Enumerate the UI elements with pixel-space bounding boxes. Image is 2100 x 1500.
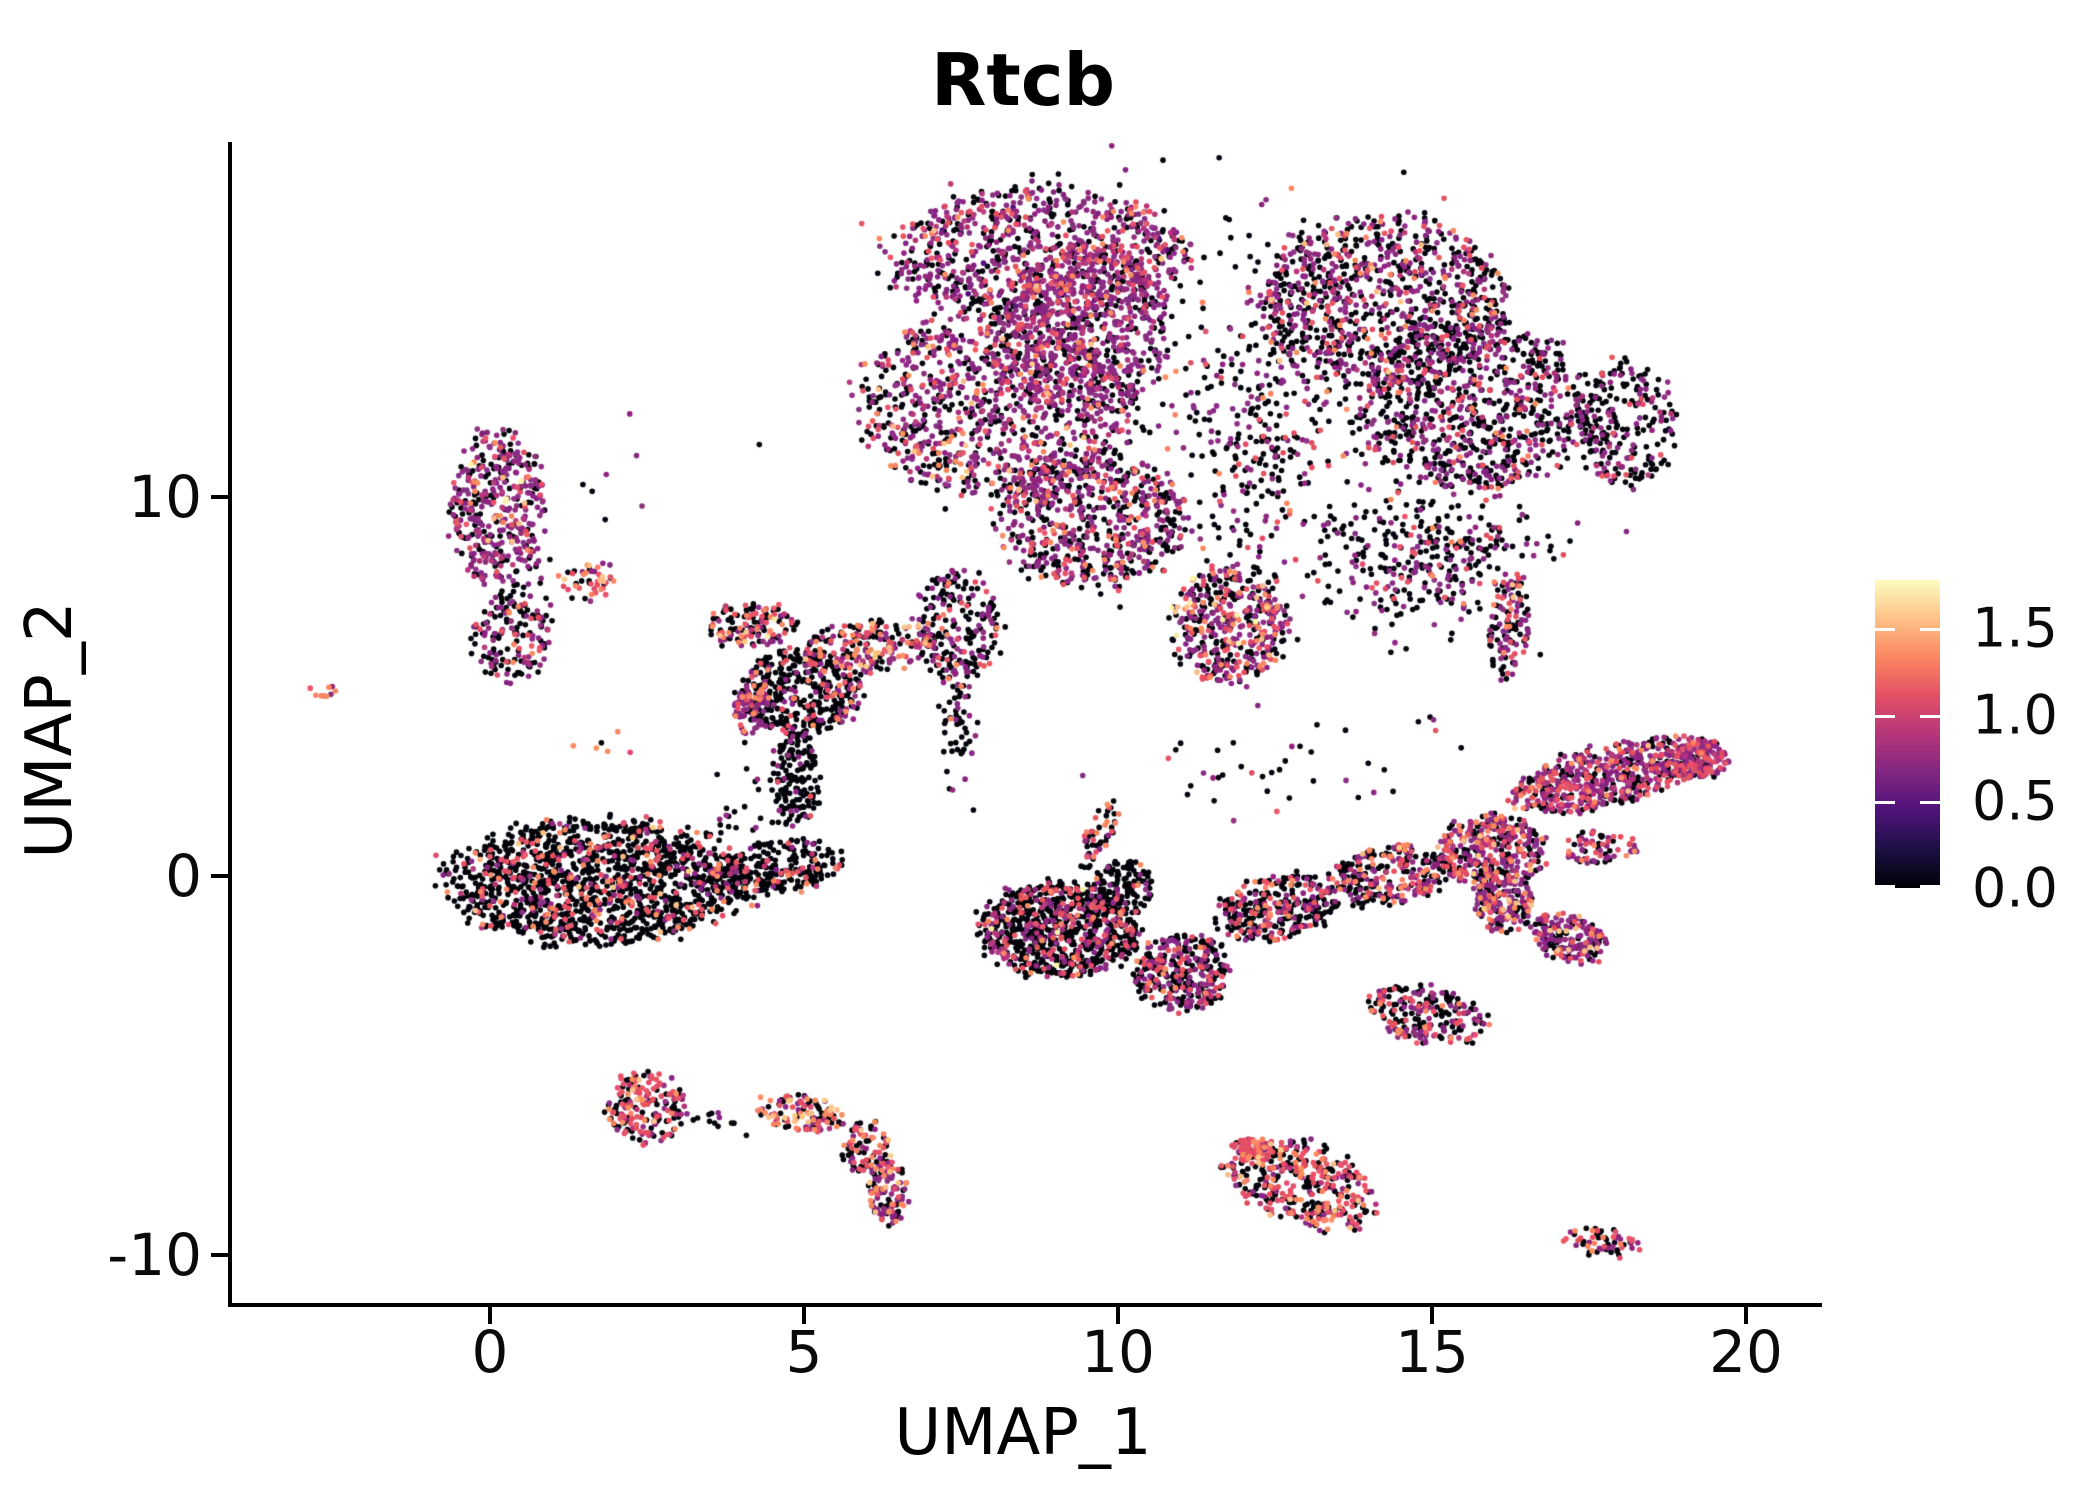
y-tick-label: 10 (128, 463, 202, 531)
y-axis-line (228, 142, 232, 1307)
colorbar-tick-mark (1875, 628, 1895, 631)
x-tick-mark (1744, 1307, 1748, 1324)
colorbar-tick-mark (1920, 885, 1940, 888)
x-tick-mark (1116, 1307, 1120, 1324)
colorbar-tick-mark (1875, 801, 1895, 805)
colorbar-tick-label: 1.5 (1972, 596, 2058, 660)
x-tick-mark (1430, 1307, 1434, 1324)
y-tick-mark (211, 874, 228, 878)
x-tick-label: 5 (785, 1318, 823, 1386)
colorbar-tick-label: 0.5 (1972, 769, 2058, 833)
colorbar-tick-mark (1920, 714, 1940, 718)
colorbar-tick-mark (1875, 714, 1895, 718)
plot-title: Rtcb (930, 38, 1116, 122)
x-tick-mark (488, 1307, 492, 1324)
colorbar-gradient (1875, 580, 1940, 888)
colorbar (1875, 580, 1940, 888)
y-tick-label: 0 (165, 842, 202, 910)
colorbar-tick-label: 0.0 (1972, 856, 2058, 920)
y-tick-mark (211, 495, 228, 499)
colorbar-tick-mark (1875, 885, 1895, 888)
y-tick-label: -10 (107, 1221, 202, 1289)
colorbar-tick-label: 1.0 (1972, 683, 2058, 747)
x-tick-label: 10 (1081, 1318, 1155, 1386)
x-axis-line (228, 1303, 1822, 1307)
colorbar-tick-mark (1920, 628, 1940, 631)
x-tick-label: 15 (1395, 1318, 1469, 1386)
x-tick-label: 0 (471, 1318, 509, 1386)
x-axis-label: UMAP_1 (894, 1396, 1152, 1470)
x-tick-label: 20 (1709, 1318, 1783, 1386)
x-tick-mark (802, 1307, 806, 1324)
y-tick-mark (211, 1253, 228, 1257)
y-axis-label: UMAP_2 (13, 601, 87, 859)
colorbar-tick-mark (1920, 801, 1940, 805)
